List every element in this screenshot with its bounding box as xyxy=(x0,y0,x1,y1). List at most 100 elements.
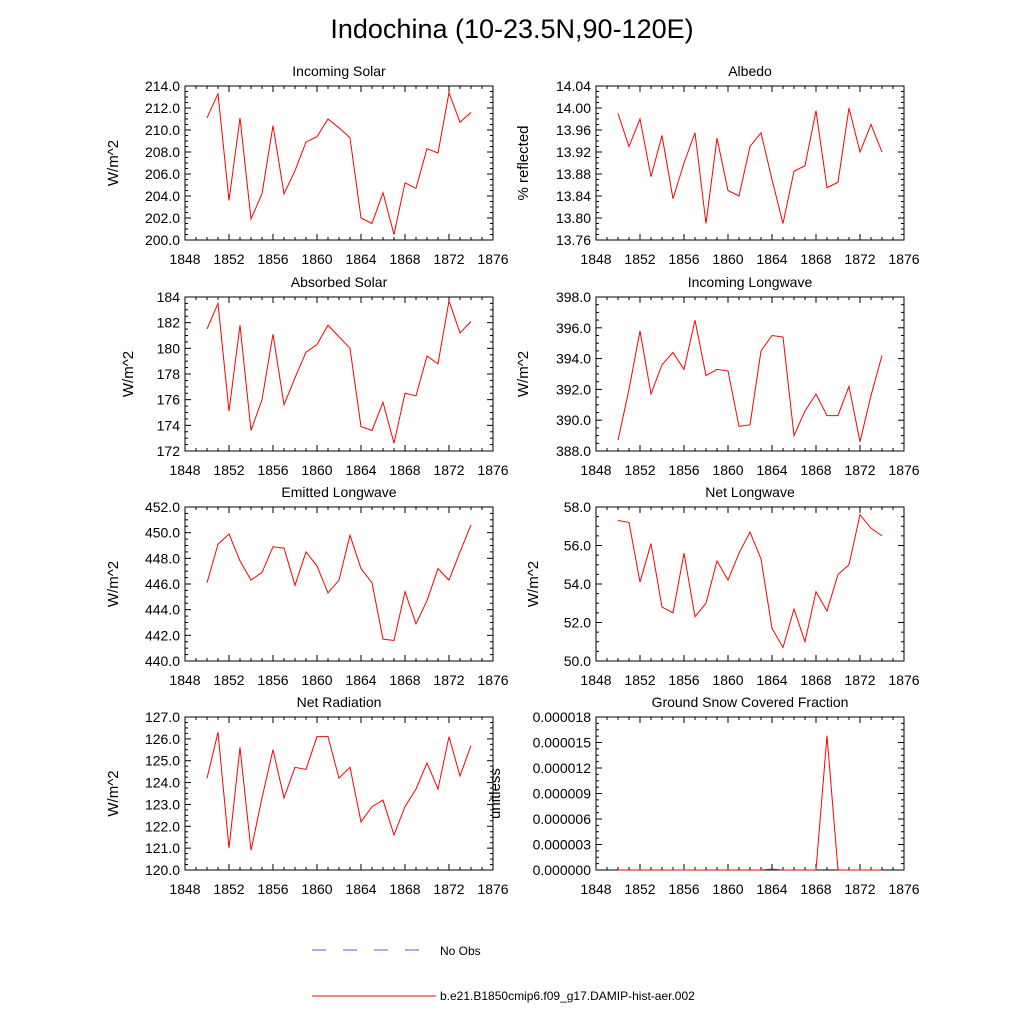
x-tick-label: 1860 xyxy=(712,881,743,897)
x-tick-label: 1876 xyxy=(888,251,919,267)
y-tick-label: 0.000009 xyxy=(533,786,592,802)
plot-frame xyxy=(595,85,905,241)
y-tick-label: 446.0 xyxy=(145,576,180,592)
x-tick-label: 1852 xyxy=(624,251,655,267)
x-tick-label: 1876 xyxy=(477,881,508,897)
y-tick-label: 0.000012 xyxy=(533,760,592,776)
y-tick-label: 125.0 xyxy=(145,753,180,769)
x-tick-label: 1876 xyxy=(888,881,919,897)
series-line-incoming-solar xyxy=(206,90,472,235)
panel-emitted-longwave: Emitted Longwave W/m^2 1848 1852 1856 1860 186… xyxy=(105,484,509,688)
x-tick-label: 1876 xyxy=(477,462,508,478)
y-axis-label: W/m^2 xyxy=(120,351,137,397)
panel-title: Incoming Longwave xyxy=(688,274,813,290)
x-tick-label: 1860 xyxy=(301,881,332,897)
y-tick-label: 0.000015 xyxy=(533,735,592,751)
series-line-albedo xyxy=(617,107,883,224)
series-line-incoming-longwave xyxy=(617,319,883,442)
x-tick-label: 1868 xyxy=(800,881,831,897)
panel-net-longwave: Net Longwave W/m^2 1848 1852 1856 1860 1864 186… xyxy=(525,484,920,688)
y-tick-label: 13.96 xyxy=(556,122,591,138)
panel-net-radiation: Net Radiation W/m^2 1848 1852 1856 1860 1864 18… xyxy=(105,694,509,897)
x-tick-label: 1876 xyxy=(888,672,919,688)
series-line-absorbed-solar xyxy=(206,300,472,444)
plot-frame xyxy=(184,506,494,662)
y-tick-label: 204.0 xyxy=(145,188,180,204)
x-tick-label: 1864 xyxy=(756,881,787,897)
y-tick-label: 52.0 xyxy=(564,615,591,631)
x-tick-label: 1856 xyxy=(257,672,288,688)
y-tick-label: 13.84 xyxy=(556,188,591,204)
x-tick-label: 1868 xyxy=(389,462,420,478)
y-tick-label: 442.0 xyxy=(145,627,180,643)
x-tick-label: 1864 xyxy=(756,462,787,478)
x-tick-label: 1852 xyxy=(624,881,655,897)
panel-title: Absorbed Solar xyxy=(291,274,388,290)
x-tick-label: 1856 xyxy=(257,251,288,267)
x-tick-label: 1848 xyxy=(169,881,200,897)
y-tick-label: 13.76 xyxy=(556,232,591,248)
y-tick-label: 212.0 xyxy=(145,100,180,116)
panel-incoming-solar: Incoming Solar W/m^2 1848 1852 1856 1860 1864 1… xyxy=(105,63,509,267)
y-tick-label: 388.0 xyxy=(556,443,591,459)
x-tick-label: 1848 xyxy=(169,251,200,267)
x-tick-label: 1868 xyxy=(800,462,831,478)
y-tick-label: 210.0 xyxy=(145,122,180,138)
y-tick-label: 14.00 xyxy=(556,100,591,116)
y-tick-label: 450.0 xyxy=(145,525,180,541)
y-tick-label: 13.92 xyxy=(556,144,591,160)
x-tick-label: 1848 xyxy=(169,462,200,478)
y-tick-label: 392.0 xyxy=(556,381,591,397)
x-tick-label: 1872 xyxy=(433,462,464,478)
page-title: Indochina (10-23.5N,90-120E) xyxy=(330,14,694,44)
y-tick-label: 120.0 xyxy=(145,862,180,878)
series-line-net-radiation xyxy=(206,732,472,851)
x-tick-label: 1860 xyxy=(712,672,743,688)
y-tick-label: 0.000018 xyxy=(533,709,592,725)
y-tick-label: 13.80 xyxy=(556,210,591,226)
x-tick-label: 1872 xyxy=(433,251,464,267)
y-tick-label: 54.0 xyxy=(564,576,591,592)
y-tick-label: 394.0 xyxy=(556,351,591,367)
x-tick-label: 1868 xyxy=(800,672,831,688)
x-tick-label: 1852 xyxy=(624,462,655,478)
x-tick-label: 1864 xyxy=(345,881,376,897)
y-tick-label: 184 xyxy=(157,289,181,305)
y-axis-label: % reflected xyxy=(515,125,532,200)
y-tick-label: 124.0 xyxy=(145,775,180,791)
panel-title: Net Radiation xyxy=(297,694,382,710)
x-tick-label: 1872 xyxy=(433,672,464,688)
panel-albedo: Albedo % reflected 1848 1852 1856 1860 1864 186… xyxy=(515,63,920,267)
y-tick-label: 122.0 xyxy=(145,818,180,834)
x-tick-label: 1868 xyxy=(800,251,831,267)
x-tick-label: 1864 xyxy=(345,462,376,478)
x-tick-label: 1876 xyxy=(477,251,508,267)
y-tick-label: 390.0 xyxy=(556,412,591,428)
panel-incoming-longwave: Incoming Longwave W/m^2 1848 1852 1856 1860 18… xyxy=(515,274,920,478)
y-tick-label: 202.0 xyxy=(145,210,180,226)
x-tick-label: 1864 xyxy=(756,251,787,267)
series-line-net-longwave xyxy=(617,513,883,649)
x-tick-label: 1848 xyxy=(580,251,611,267)
y-tick-label: 58.0 xyxy=(564,499,591,515)
y-axis-label: W/m^2 xyxy=(515,351,532,397)
panel-ground-snow-covered-fraction: Ground Snow Covered Fraction unitless 1848… xyxy=(487,694,920,897)
y-tick-label: 123.0 xyxy=(145,796,180,812)
x-tick-label: 1856 xyxy=(668,251,699,267)
y-axis-label: W/m^2 xyxy=(105,561,122,607)
x-tick-label: 1852 xyxy=(624,672,655,688)
x-tick-label: 1856 xyxy=(257,462,288,478)
y-tick-label: 444.0 xyxy=(145,602,180,618)
x-tick-label: 1876 xyxy=(477,672,508,688)
x-tick-label: 1860 xyxy=(712,462,743,478)
x-tick-label: 1860 xyxy=(301,672,332,688)
y-tick-label: 50.0 xyxy=(564,653,591,669)
panel-title: Emitted Longwave xyxy=(281,484,396,500)
y-axis-label: W/m^2 xyxy=(105,140,122,186)
plot-frame xyxy=(595,296,905,452)
series-line-emitted-longwave xyxy=(206,524,472,642)
y-tick-label: 398.0 xyxy=(556,289,591,305)
legend: No Obs b.e21.B1850cmip6.f09_g17.DAMIP-his… xyxy=(312,944,695,1003)
